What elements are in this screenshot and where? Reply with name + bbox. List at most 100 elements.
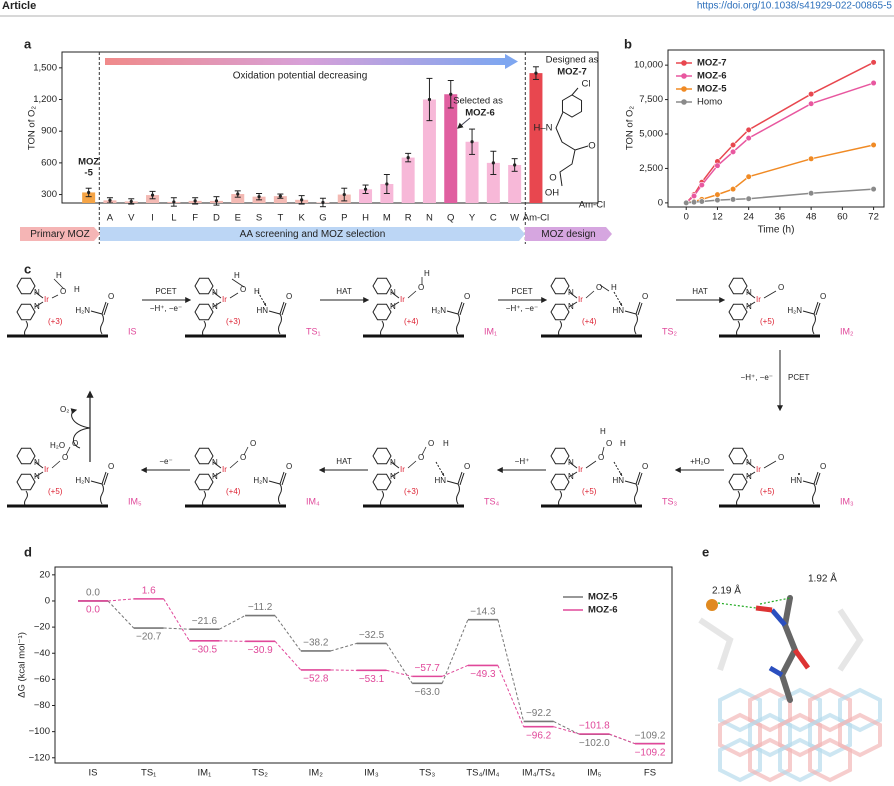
atom: N [568,458,574,467]
replicate [342,192,346,197]
replicate [236,192,240,196]
point [714,191,721,198]
value-label: −30.9 [247,645,273,656]
chain [555,87,589,187]
y-axis-label: TON of O₂ [27,106,38,150]
x-tick-label: K [298,213,305,224]
oxidation-state: (+5) [760,317,775,326]
bonds [24,291,104,338]
value-label: −14.3 [470,606,496,617]
h-bond [435,461,445,477]
value-label: −102.0 [579,738,610,749]
carbonyl [624,471,643,486]
panel-label: b [624,36,632,51]
atom: N [568,288,574,297]
value-label: −101.8 [579,721,610,732]
y-tick-label: −80 [34,700,50,711]
legend-label: MOZ-5 [588,592,618,603]
atom: Ir [44,465,49,474]
amine: HN [434,476,446,485]
x-tick-label: TS₁ [141,768,156,779]
atom: Ir [400,465,405,474]
x-tick-label: D [213,213,220,224]
bonds [736,291,816,338]
cycle-curve [72,410,91,449]
point [870,79,877,87]
x-tick-label: S [256,213,262,224]
replicate [129,199,133,204]
atom: N [746,472,752,481]
oh-bond [755,605,773,613]
legend-dot [681,73,687,79]
atom: N [212,288,218,297]
replicate [427,97,432,102]
x-tick-label: G [319,213,326,224]
x-tick-label: IM₁ [198,768,212,779]
x-tick-label: 12 [712,212,723,223]
connector [219,640,246,642]
connector [441,619,469,684]
pyridine [16,473,36,491]
value-label: −21.6 [192,616,218,627]
pyridine [372,447,392,465]
atom: N [390,458,396,467]
pyridine [194,447,214,465]
framework [808,737,852,783]
replicate [449,92,453,96]
bar [273,196,287,203]
trend-arrow [105,58,505,65]
y-tick-label: 7,500 [639,94,663,105]
radical [620,473,622,475]
stage-label: MOZ design [541,229,595,240]
value-label: −32.5 [359,630,385,641]
x-tick-label: 48 [806,212,817,223]
atom: N [212,302,218,311]
x-tick-label: V [128,213,135,224]
connector [497,665,525,727]
amine: H₂N [431,306,446,315]
bonds [380,291,460,338]
molecule-label: O [588,141,595,152]
point [808,90,815,98]
atom: N [34,458,40,467]
selected-arrow [457,117,471,129]
pyridine [550,473,570,491]
atom: H [74,285,80,294]
bar [82,192,96,203]
oxidation-state: (+3) [404,487,419,496]
oxidation-state: (+3) [226,317,241,326]
bar-note: MOZ [78,157,99,168]
radical [264,303,266,305]
ligand-bond [763,290,777,299]
amine: H₂N [787,306,802,315]
atom: H [424,269,430,278]
n-atom [770,608,787,627]
point [714,162,721,169]
atom: O [62,453,68,462]
connector [219,615,246,630]
atom: Ir [756,295,761,304]
y-tick-label: 5,000 [639,129,663,140]
atom: N [390,472,396,481]
h-bond [613,461,623,477]
y-tick-label: 2,500 [639,163,663,174]
x-tick-label: A [107,213,114,224]
replicate [363,187,368,191]
atom: O [60,287,66,296]
species: NN Ir (+5) O HN O IM₃ [719,447,854,508]
pyridine [372,473,392,491]
amine: H₂N [75,306,90,315]
x-tick-label: H [362,213,369,224]
carbonyl [446,471,465,486]
radical [798,473,800,475]
bar [529,73,543,203]
step-name: HAT [336,457,352,466]
y-tick-label: −60 [34,674,50,685]
atom: N [568,472,574,481]
carbonyl [268,471,287,486]
connector [553,721,580,735]
step-detail: −H⁺, −e⁻ [506,304,538,313]
point [729,185,737,193]
